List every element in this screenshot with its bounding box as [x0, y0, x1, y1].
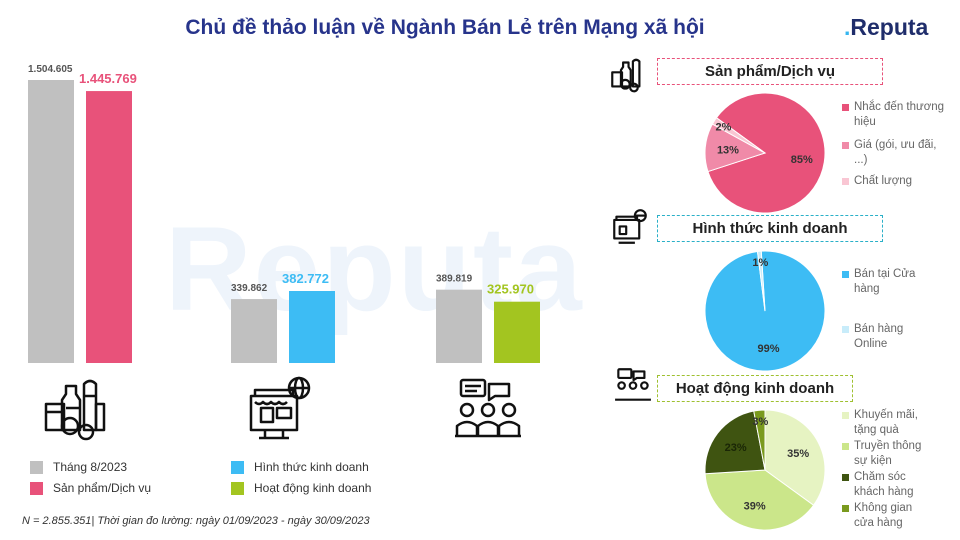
- legend-swatch: [231, 481, 244, 495]
- pie-legend-label: Truyền thông sự kiện: [854, 440, 922, 467]
- bar-value-label: 325.970: [487, 282, 534, 297]
- legend-label: Hình thức kinh doanh: [254, 460, 369, 474]
- pie-legend-item: Giá (gói, ưu đãi, ...): [842, 138, 952, 168]
- pie-legend-label: Chăm sóc khách hàng: [854, 471, 914, 498]
- legend-label: Sản phẩm/Dịch vụ: [53, 481, 152, 495]
- pie-slice: [711, 117, 766, 154]
- meeting-icon: [615, 368, 651, 401]
- pie-legend-item: Bán hàng Online: [842, 322, 922, 352]
- pie-legend-item: Nhắc đến thương hiệu: [842, 100, 952, 130]
- legend-item-month: Tháng 8/2023: [30, 460, 127, 474]
- legend-label: Hoạt động kinh doanh: [254, 481, 372, 495]
- pie-legend-label: Không gian cửa hàng: [854, 502, 913, 529]
- pie-legend-item: Không gian cửa hàng: [842, 501, 932, 531]
- footnote: N = 2.855.351| Thời gian đo lường: ngày …: [22, 515, 370, 527]
- bar-value-label: 339.862: [231, 283, 268, 294]
- bar-value-label: 1.504.605: [28, 64, 73, 75]
- pie-slice: [704, 469, 815, 531]
- legend-item-format: Hình thức kinh doanh: [231, 460, 369, 474]
- pie-chart-product: 85% 13% 2%: [704, 92, 826, 214]
- legend-item-activity: Hoạt động kinh doanh: [231, 481, 371, 495]
- pie-title-activity: Hoạt động kinh doanh: [657, 375, 853, 402]
- pie-slice-label: 99%: [757, 343, 779, 355]
- pie-slice: [756, 250, 766, 312]
- pie-legend-item: Bán tại Cửa hàng: [842, 267, 922, 297]
- pie-slice-label: 2%: [716, 122, 732, 134]
- pie-title-format: Hình thức kinh doanh: [657, 215, 883, 242]
- bar-value-label: 389.819: [436, 274, 473, 285]
- legend-swatch: [30, 481, 43, 495]
- pie-chart-activity: 35% 39% 23% 3%: [704, 409, 826, 531]
- pie-title-product: Sản phẩm/Dịch vụ: [657, 58, 883, 85]
- bar-month-0: [28, 80, 74, 363]
- pie-slice-label: 23%: [725, 442, 747, 454]
- pie-legend-label: Khuyến mãi, tặng quà: [854, 409, 918, 436]
- legend-item-product: Sản phẩm/Dịch vụ: [30, 481, 151, 495]
- pie-slice: [704, 410, 766, 475]
- pie-legend-label: Bán hàng Online: [854, 323, 904, 350]
- online-shop-icon: [613, 209, 647, 244]
- pie-slice-label: 39%: [744, 501, 766, 513]
- pie-legend-item: Truyền thông sự kiện: [842, 439, 932, 469]
- pie-slice: [707, 92, 826, 214]
- pie-slice: [753, 409, 766, 471]
- grocery-icon: [44, 379, 106, 441]
- bar-category-1: [289, 291, 335, 363]
- pie-legend-item: Chất lượng: [842, 174, 952, 189]
- pie-slice-label: 3%: [752, 416, 768, 428]
- bar-month-2: [436, 289, 482, 363]
- pie-slice: [704, 250, 826, 372]
- legend-label: Tháng 8/2023: [53, 460, 128, 474]
- pie-slice-label: 1%: [752, 257, 768, 269]
- legend-swatch: [30, 460, 43, 474]
- bar-month-1: [231, 299, 277, 363]
- pie-legend-label: Bán tại Cửa hàng: [854, 268, 916, 295]
- chart-title: Chủ đề thảo luận về Ngành Bán Lẻ trên Mạ…: [185, 16, 705, 39]
- bar-category-0: [86, 91, 132, 364]
- pie-legend-label: Chất lượng: [854, 175, 913, 187]
- pie-legend-label: Giá (gói, ưu đãi, ...): [854, 139, 937, 166]
- online-shop-icon: [249, 376, 311, 440]
- bar-value-label: 1.445.769: [79, 71, 137, 86]
- brand-logo: .Reputa: [844, 14, 929, 40]
- legend-swatch: [231, 460, 244, 474]
- bar-value-label: 382.772: [282, 271, 329, 286]
- pie-chart-format: 99% 1%: [704, 250, 826, 372]
- pie-slice-label: 85%: [791, 154, 813, 166]
- logo-text: Reputa: [850, 14, 929, 40]
- pie-legend-item: Chăm sóc khách hàng: [842, 470, 932, 500]
- pie-slice-label: 35%: [787, 448, 809, 460]
- meeting-icon: [455, 378, 521, 438]
- grocery-icon: [611, 58, 641, 93]
- bar-category-2: [494, 301, 540, 363]
- bar-chart: 1.504.605 1.445.769 339.862 382.772 389.819 3…: [28, 64, 540, 364]
- pie-legend-item: Khuyến mãi, tặng quà: [842, 408, 932, 438]
- pie-legend-label: Nhắc đến thương hiệu: [854, 101, 945, 128]
- pie-slice-label: 13%: [717, 144, 739, 156]
- pie-slice: [764, 409, 826, 506]
